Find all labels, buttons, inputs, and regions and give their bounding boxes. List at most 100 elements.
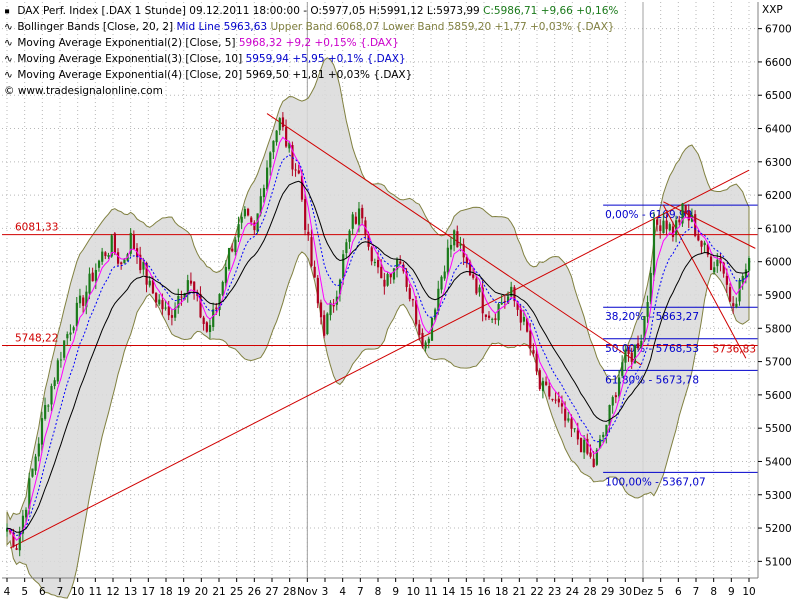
horizontal-levels: 6081,33 5748,22: [2, 222, 758, 347]
candle-body: [285, 127, 288, 147]
x-tick-label: 19: [177, 586, 190, 598]
x-tick-label: Dez: [633, 586, 654, 598]
ema-line: [6, 180, 750, 533]
candle-body: [316, 277, 319, 304]
candle-body: [145, 262, 148, 285]
y-tick-label: 6600: [765, 57, 792, 69]
candle-body: [101, 251, 104, 262]
candle-body: [148, 280, 151, 286]
wave-icon: ∿: [4, 53, 13, 65]
candle-body: [418, 324, 421, 335]
candle-body: [529, 330, 532, 349]
x-tick-label: 28: [583, 586, 596, 598]
candle-body: [18, 531, 21, 551]
candle-body: [345, 242, 348, 254]
fib-right-label: 5736,83: [713, 343, 756, 355]
y-tick-label: 5200: [765, 523, 792, 535]
candle-body: [560, 403, 564, 407]
y-tick-label: 5800: [765, 323, 792, 335]
x-tick-label: 4: [4, 586, 11, 598]
candle-body: [567, 418, 570, 421]
legend-bollinger-lower: Lower Band 5859,20 +1,77 +0,03% {.DAX}: [382, 21, 615, 33]
candle-body: [110, 235, 113, 257]
candle-body: [28, 478, 31, 509]
legend-ema2-name: Moving Average Exponential(2) [Close, 5]: [17, 37, 236, 49]
x-tick-label: 22: [530, 586, 543, 598]
candle-body: [272, 140, 275, 153]
x-tick-label: 13: [124, 586, 137, 598]
candle-body: [47, 405, 50, 407]
candle-body: [50, 386, 53, 405]
candle-body: [319, 302, 323, 318]
candle-body: [189, 280, 193, 284]
y-tick-label: 6300: [765, 157, 792, 169]
x-tick-label: 23: [548, 586, 561, 598]
candle-body: [516, 302, 519, 310]
candle-body: [709, 256, 713, 270]
candle-body: [332, 304, 335, 307]
x-tick-label: 10: [407, 586, 420, 598]
candle-body: [595, 449, 598, 465]
x-tick-label: 5: [657, 586, 664, 598]
fib-label: 38,20% - 5863,27: [605, 311, 699, 323]
x-tick-label: 7: [57, 586, 64, 598]
candle-body: [167, 306, 170, 316]
candle-body: [608, 404, 611, 426]
candle-body: [453, 230, 456, 246]
candle-body: [304, 199, 307, 230]
candle-body: [97, 260, 101, 268]
candle-body: [323, 315, 326, 336]
x-tick-label: 12: [106, 586, 119, 598]
candle-body: [212, 309, 215, 328]
candle-body: [161, 300, 164, 310]
candle-body: [741, 275, 744, 283]
candle-body: [129, 232, 132, 254]
x-tick-label: 21: [212, 586, 225, 598]
candle-body: [440, 276, 443, 290]
candle-body: [240, 216, 243, 223]
candle-body: [706, 244, 709, 255]
x-tick-label: 10: [742, 586, 755, 598]
y-tick-label: 6500: [765, 90, 792, 102]
candle-body: [427, 338, 430, 344]
candle-body: [373, 262, 377, 264]
candle-body: [434, 309, 437, 320]
candle-body: [744, 269, 748, 279]
candle-body: [15, 548, 18, 550]
candle-body: [383, 279, 386, 287]
candle-body: [579, 438, 583, 453]
candle-body: [281, 117, 285, 128]
candle-body: [123, 259, 126, 264]
x-tick-label: 4: [339, 586, 346, 598]
candle-body: [348, 230, 351, 242]
candle-body: [484, 314, 488, 317]
candle-body: [174, 308, 177, 318]
x-tick-label: 30: [619, 586, 632, 598]
candle-body: [12, 532, 15, 547]
candle-body: [665, 220, 668, 230]
candle-body: [104, 252, 107, 257]
candle-body: [326, 313, 329, 335]
candle-body: [703, 242, 706, 246]
candle-body: [37, 443, 40, 457]
candle-body: [675, 220, 678, 235]
candle-body: [462, 244, 465, 258]
candle-body: [621, 362, 624, 376]
candle-body: [107, 254, 110, 257]
ema-line: [6, 154, 750, 536]
candle-body: [443, 271, 446, 279]
candle-body: [465, 257, 468, 264]
candle-body: [275, 130, 278, 143]
candle-body: [396, 259, 399, 270]
candle-body: [586, 438, 589, 454]
candle-body: [44, 405, 47, 419]
candle-body: [592, 458, 595, 467]
candle-body: [446, 247, 449, 273]
candle-body: [262, 187, 266, 198]
candle-body: [649, 272, 652, 302]
x-tick-label: 3: [322, 586, 329, 598]
y-tick-label: 5900: [765, 290, 792, 302]
candle-body: [377, 259, 380, 268]
candle-body: [678, 219, 681, 223]
